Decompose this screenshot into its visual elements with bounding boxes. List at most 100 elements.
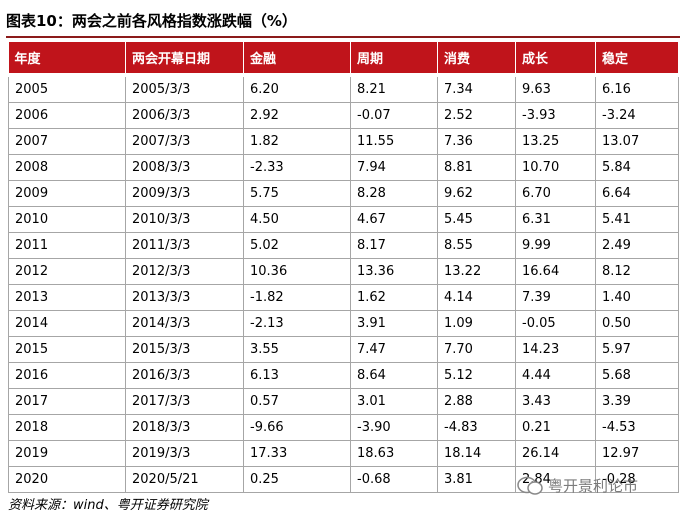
table-cell: 2011 bbox=[8, 232, 126, 259]
table-cell: 2009 bbox=[8, 180, 126, 207]
table-cell: 2.92 bbox=[243, 102, 351, 129]
table-cell: 2019/3/3 bbox=[125, 440, 244, 467]
table-cell: 8.81 bbox=[437, 154, 516, 181]
table-cell: 13.36 bbox=[350, 258, 438, 285]
table-cell: 2008/3/3 bbox=[125, 154, 244, 181]
table-cell: 2009/3/3 bbox=[125, 180, 244, 207]
table-cell: 13.22 bbox=[437, 258, 516, 285]
table-cell: 2016/3/3 bbox=[125, 362, 244, 389]
table-cell: 5.75 bbox=[243, 180, 351, 207]
table-row: 2008 2008/3/3 -2.33 7.94 8.81 10.70 5.84 bbox=[8, 154, 679, 181]
table-cell: 2005 bbox=[8, 74, 126, 103]
table-row: 2005 2005/3/3 6.20 8.21 7.34 9.63 6.16 bbox=[8, 74, 679, 103]
table-cell: 2.52 bbox=[437, 102, 516, 129]
table-cell: 5.68 bbox=[595, 362, 679, 389]
table-cell: 10.36 bbox=[243, 258, 351, 285]
table-cell: 12.97 bbox=[595, 440, 679, 467]
table-cell: 14.23 bbox=[515, 336, 596, 363]
table-cell: 26.14 bbox=[515, 440, 596, 467]
table-row: 2018 2018/3/3 -9.66 -3.90 -4.83 0.21 -4.53 bbox=[8, 414, 679, 441]
table-row: 2017 2017/3/3 0.57 3.01 2.88 3.43 3.39 bbox=[8, 388, 679, 415]
table-cell: -1.82 bbox=[243, 284, 351, 311]
table-cell: 13.07 bbox=[595, 128, 679, 155]
table-cell: 2013/3/3 bbox=[125, 284, 244, 311]
table-cell: 6.16 bbox=[595, 74, 679, 103]
table-cell: 2005/3/3 bbox=[125, 74, 244, 103]
table-cell: 1.09 bbox=[437, 310, 516, 337]
table-cell: 2006/3/3 bbox=[125, 102, 244, 129]
table-cell: 2007 bbox=[8, 128, 126, 155]
table-cell: -0.28 bbox=[595, 466, 679, 493]
table-cell: -0.05 bbox=[515, 310, 596, 337]
table-cell: 0.25 bbox=[243, 466, 351, 493]
table-cell: -3.90 bbox=[350, 414, 438, 441]
table-cell: 9.99 bbox=[515, 232, 596, 259]
table-cell: 9.63 bbox=[515, 74, 596, 103]
watermark-icon bbox=[517, 476, 543, 495]
table-cell: 2008 bbox=[8, 154, 126, 181]
table-cell: 4.67 bbox=[350, 206, 438, 233]
table-row: 2006 2006/3/3 2.92 -0.07 2.52 -3.93 -3.24 bbox=[8, 102, 679, 129]
table-cell: 8.64 bbox=[350, 362, 438, 389]
table-cell: 13.25 bbox=[515, 128, 596, 155]
table-row: 2015 2015/3/3 3.55 7.47 7.70 14.23 5.97 bbox=[8, 336, 679, 363]
table-cell: -2.33 bbox=[243, 154, 351, 181]
table-cell: 8.17 bbox=[350, 232, 438, 259]
table-cell: 5.12 bbox=[437, 362, 516, 389]
header-cell: 稳定 bbox=[595, 42, 679, 77]
table-cell: 8.55 bbox=[437, 232, 516, 259]
source-note: 资料来源：wind、粤开证券研究院 bbox=[8, 498, 208, 513]
table-cell: 1.40 bbox=[595, 284, 679, 311]
table-cell: 2012/3/3 bbox=[125, 258, 244, 285]
table-cell: 2014 bbox=[8, 310, 126, 337]
table-cell: 2017 bbox=[8, 388, 126, 415]
table-cell: 2018/3/3 bbox=[125, 414, 244, 441]
watermark: 粤开景利论市 bbox=[548, 477, 639, 495]
table-cell: 5.41 bbox=[595, 206, 679, 233]
table-cell: 18.63 bbox=[350, 440, 438, 467]
table-cell: 8.12 bbox=[595, 258, 679, 285]
table-row: 2010 2010/3/3 4.50 4.67 5.45 6.31 5.41 bbox=[8, 206, 679, 233]
table-row: 2011 2011/3/3 5.02 8.17 8.55 9.99 2.49 bbox=[8, 232, 679, 259]
table-cell: 2015 bbox=[8, 336, 126, 363]
table-cell: 2010 bbox=[8, 206, 126, 233]
table-cell: 2020/5/21 bbox=[125, 466, 244, 493]
table-cell: 7.39 bbox=[515, 284, 596, 311]
table-cell: 18.14 bbox=[437, 440, 516, 467]
table-cell: 2007/3/3 bbox=[125, 128, 244, 155]
header-cell: 年度 bbox=[8, 42, 126, 77]
table-cell: 7.94 bbox=[350, 154, 438, 181]
table-cell: 11.55 bbox=[350, 128, 438, 155]
table-cell: 4.14 bbox=[437, 284, 516, 311]
table-cell: -0.68 bbox=[350, 466, 438, 493]
table-cell: 7.70 bbox=[437, 336, 516, 363]
table-cell: 9.62 bbox=[437, 180, 516, 207]
table-row: 2016 2016/3/3 6.13 8.64 5.12 4.44 5.68 bbox=[8, 362, 679, 389]
table-cell: 3.81 bbox=[437, 466, 516, 493]
table-row: 2009 2009/3/3 5.75 8.28 9.62 6.70 6.64 bbox=[8, 180, 679, 207]
table-row: 2013 2013/3/3 -1.82 1.62 4.14 7.39 1.40 bbox=[8, 284, 679, 311]
table-cell: 3.01 bbox=[350, 388, 438, 415]
header-cell: 两会开幕日期 bbox=[125, 42, 244, 77]
table-cell: 0.50 bbox=[595, 310, 679, 337]
table-row: 2020 2020/5/21 0.25 -0.68 3.81 2.84 -0.28 bbox=[8, 466, 679, 493]
header-cell: 周期 bbox=[350, 42, 438, 77]
table-cell: 3.55 bbox=[243, 336, 351, 363]
table-cell: 3.43 bbox=[515, 388, 596, 415]
table-cell: -2.13 bbox=[243, 310, 351, 337]
table-cell: 5.02 bbox=[243, 232, 351, 259]
table-row: 2012 2012/3/3 10.36 13.36 13.22 16.64 8.12 bbox=[8, 258, 679, 285]
table-cell: 6.64 bbox=[595, 180, 679, 207]
table-row: 2007 2007/3/3 1.82 11.55 7.36 13.25 13.07 bbox=[8, 128, 679, 155]
table-row: 2014 2014/3/3 -2.13 3.91 1.09 -0.05 0.50 bbox=[8, 310, 679, 337]
table-cell: 8.28 bbox=[350, 180, 438, 207]
table-cell: 2014/3/3 bbox=[125, 310, 244, 337]
table-cell: 5.97 bbox=[595, 336, 679, 363]
table-cell: 2006 bbox=[8, 102, 126, 129]
table-cell: 2.88 bbox=[437, 388, 516, 415]
table-cell: 2016 bbox=[8, 362, 126, 389]
table-cell: 0.57 bbox=[243, 388, 351, 415]
table-cell: 4.50 bbox=[243, 206, 351, 233]
table-cell: 3.91 bbox=[350, 310, 438, 337]
